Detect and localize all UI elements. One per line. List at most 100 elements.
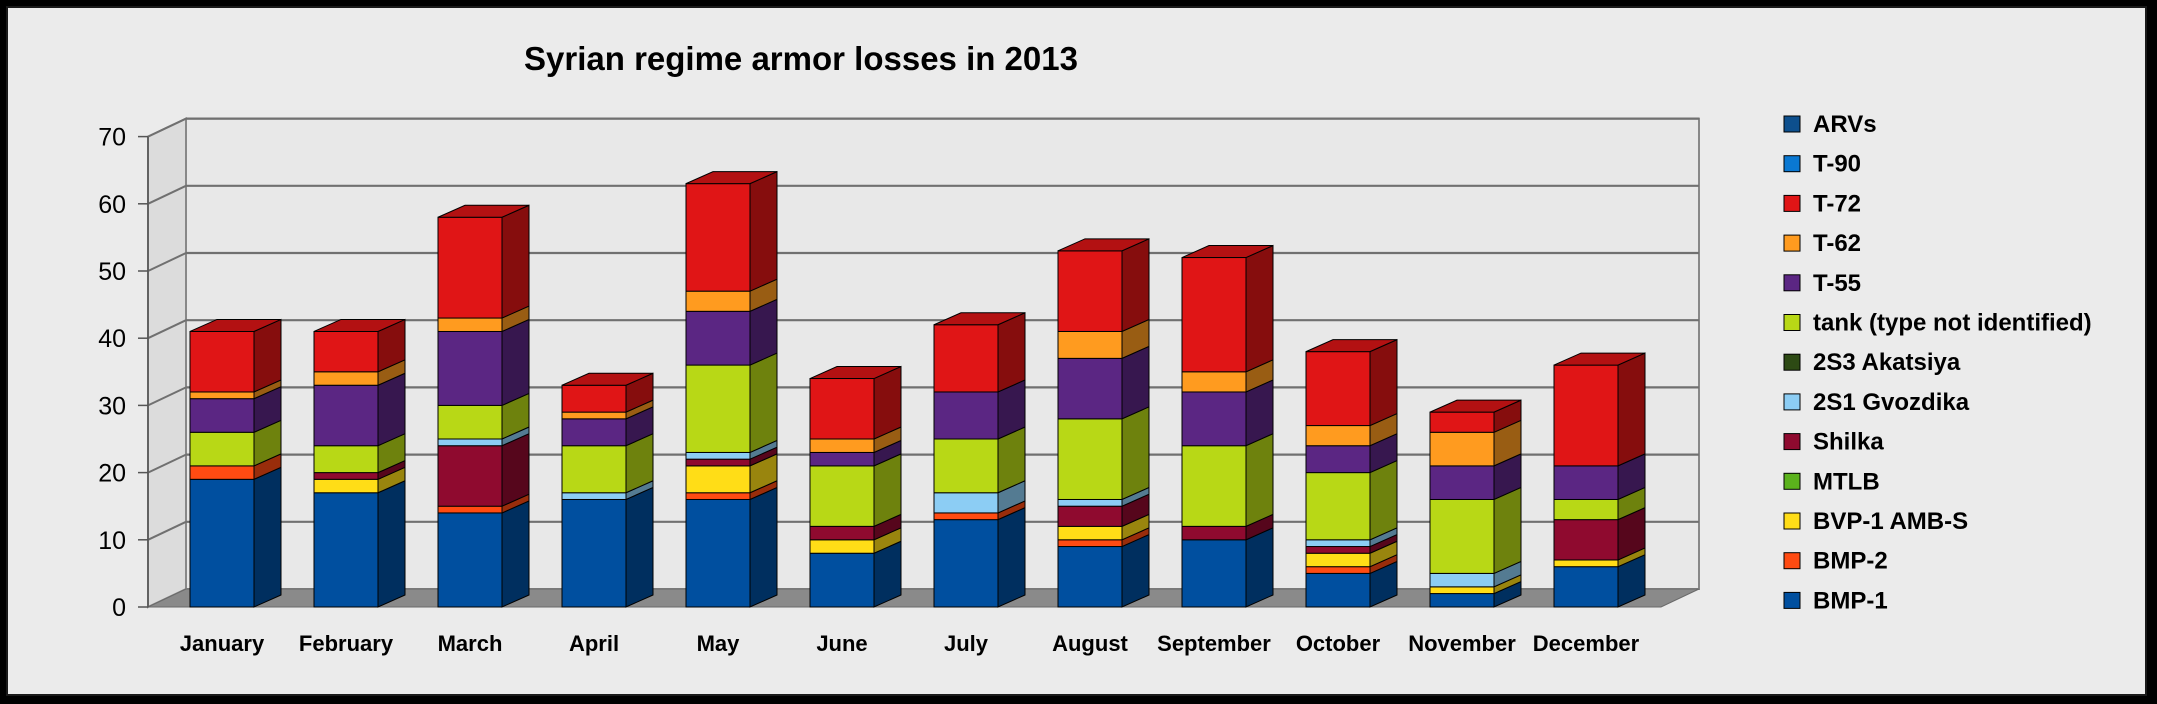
bar-february-tank-type-not-identified- bbox=[313, 445, 379, 474]
legend-2s3-akatsiya-label: 2S3 Akatsiya bbox=[1813, 349, 1961, 376]
bar-stack-may bbox=[685, 170, 778, 608]
bar-april-bmp-1-side bbox=[625, 486, 654, 608]
bar-march-t-55-side bbox=[501, 318, 530, 407]
bar-stack-january bbox=[189, 318, 282, 608]
legend-bvp-1-amb-s-label: BVP-1 AMB-S bbox=[1813, 508, 1968, 535]
bar-june-bmp-1 bbox=[809, 552, 875, 608]
bar-october-shilka bbox=[1305, 546, 1371, 554]
bar-october-tank-type-not-identified- bbox=[1305, 472, 1371, 541]
bar-june-t-72 bbox=[809, 378, 875, 440]
bar-august-bmp-2 bbox=[1057, 539, 1123, 548]
bar-february-t-62 bbox=[313, 371, 379, 386]
bar-september-bmp-1-side bbox=[1245, 527, 1274, 608]
bar-stack-february bbox=[313, 318, 406, 608]
gridline-side bbox=[147, 252, 187, 272]
bar-october-tank-type-not-identified--side bbox=[1369, 459, 1398, 541]
bar-september-tank-type-not-identified- bbox=[1181, 445, 1247, 527]
gridline-side bbox=[147, 520, 187, 541]
legend-bmp-2-swatch bbox=[1783, 552, 1801, 570]
x-tick-label: October bbox=[1296, 631, 1381, 656]
y-tick-label: 60 bbox=[98, 191, 126, 219]
bar-december-t-72-top bbox=[1553, 352, 1646, 366]
legend-mtlb-label: MTLB bbox=[1813, 468, 1880, 495]
bar-march-t-72 bbox=[437, 216, 503, 319]
bar-july-t-55 bbox=[933, 391, 999, 440]
bar-february-bmp-1-side bbox=[377, 479, 406, 608]
legend-t-62-label: T-62 bbox=[1813, 230, 1861, 257]
y-axis-ticks: 0 10 20 30 40 50 60 70 bbox=[98, 124, 149, 622]
bar-november-tank-type-not-identified- bbox=[1429, 498, 1495, 574]
bar-november-t-72 bbox=[1429, 411, 1495, 433]
bar-august-bmp-1 bbox=[1057, 546, 1123, 608]
bar-october-bmp-2 bbox=[1305, 566, 1371, 574]
x-tick-label: June bbox=[816, 631, 867, 656]
bar-may-t-72-side bbox=[749, 170, 778, 292]
bar-march-t-62 bbox=[437, 317, 503, 332]
bar-february-t-55-side bbox=[377, 372, 406, 447]
bar-april-bmp-1 bbox=[561, 498, 627, 608]
bar-february-t-72-top bbox=[313, 318, 406, 332]
legend-shilka-swatch bbox=[1783, 433, 1801, 451]
bar-february-bvp-1-amb-s bbox=[313, 478, 379, 494]
bar-february-shilka bbox=[313, 472, 379, 480]
bar-stack-november bbox=[1429, 399, 1522, 608]
bar-april-2s1-gvozdika bbox=[561, 492, 627, 500]
legend-t-55-swatch bbox=[1783, 274, 1801, 292]
bar-october-bvp-1-amb-s bbox=[1305, 552, 1371, 568]
bar-april-t-72 bbox=[561, 384, 627, 413]
x-tick-label: July bbox=[944, 631, 989, 656]
legend-arvs-label: ARVs bbox=[1813, 111, 1877, 138]
bar-september-bmp-1 bbox=[1181, 539, 1247, 608]
bar-september-t-72-top bbox=[1181, 245, 1274, 259]
bar-june-t-62 bbox=[809, 438, 875, 453]
legend-bvp-1-amb-s-swatch bbox=[1783, 512, 1801, 530]
bar-february-t-55 bbox=[313, 384, 379, 447]
bar-october-t-72-top bbox=[1305, 339, 1398, 353]
bar-august-tank-type-not-identified- bbox=[1057, 418, 1123, 500]
bar-may-2s1-gvozdika bbox=[685, 451, 751, 460]
legend-bmp-1-label: BMP-1 bbox=[1813, 587, 1888, 614]
x-tick-label: November bbox=[1408, 631, 1516, 656]
bar-march-shilka-side bbox=[501, 432, 530, 507]
bar-june-tank-type-not-identified- bbox=[809, 465, 875, 527]
bar-november-bmp-1 bbox=[1429, 593, 1495, 608]
bar-july-t-72-top bbox=[933, 312, 1026, 326]
bar-june-t-55 bbox=[809, 451, 875, 467]
bar-may-t-72-top bbox=[685, 171, 778, 185]
y-tick-label: 70 bbox=[98, 124, 126, 152]
bar-april-t-55 bbox=[561, 418, 627, 447]
y-tick-label: 20 bbox=[98, 460, 126, 488]
x-tick-label: December bbox=[1533, 631, 1640, 656]
legend-t-90-label: T-90 bbox=[1813, 151, 1861, 178]
bar-january-t-72-side bbox=[253, 318, 282, 393]
bar-august-bmp-1-side bbox=[1121, 533, 1150, 608]
legend-2s3-akatsiya-swatch bbox=[1783, 353, 1801, 371]
legend-mtlb-swatch bbox=[1783, 472, 1801, 490]
bar-october-bmp-1 bbox=[1305, 572, 1371, 608]
bar-june-bvp-1-amb-s bbox=[809, 539, 875, 554]
chart-title: Syrian regime armor losses in 2013 bbox=[524, 40, 1078, 77]
legend-shilka-label: Shilka bbox=[1813, 429, 1884, 456]
bar-march-bmp-1 bbox=[437, 512, 503, 608]
bar-september-shilka bbox=[1181, 525, 1247, 541]
bar-january-t-72-top bbox=[189, 318, 282, 332]
legend: ARVs T-90 T-72 T-62 T-55 tank (type not ident… bbox=[1783, 111, 2092, 614]
bar-march-t-55 bbox=[437, 330, 503, 406]
gridline-side bbox=[147, 184, 187, 205]
legend-bmp-2-label: BMP-2 bbox=[1813, 548, 1888, 575]
bar-march-bmp-1-side bbox=[501, 500, 530, 608]
bar-august-t-55-side bbox=[1121, 345, 1150, 420]
side-wall bbox=[147, 117, 187, 609]
bar-march-2s1-gvozdika bbox=[437, 438, 503, 447]
bar-november-t-62 bbox=[1429, 431, 1495, 467]
bar-september-t-55 bbox=[1181, 391, 1247, 447]
bar-may-t-72 bbox=[685, 183, 751, 292]
x-tick-label: January bbox=[180, 631, 265, 656]
bar-december-bmp-1 bbox=[1553, 566, 1619, 608]
bar-february-bmp-1 bbox=[313, 492, 379, 608]
x-axis-ticks: January February March April May June July Augu… bbox=[180, 631, 1640, 656]
bar-july-t-72 bbox=[933, 324, 999, 393]
chart-svg: Syrian regime armor losses in 2013 0 10 20… bbox=[98, 40, 2092, 656]
bar-september-t-62 bbox=[1181, 371, 1247, 393]
x-tick-label: March bbox=[438, 631, 503, 656]
